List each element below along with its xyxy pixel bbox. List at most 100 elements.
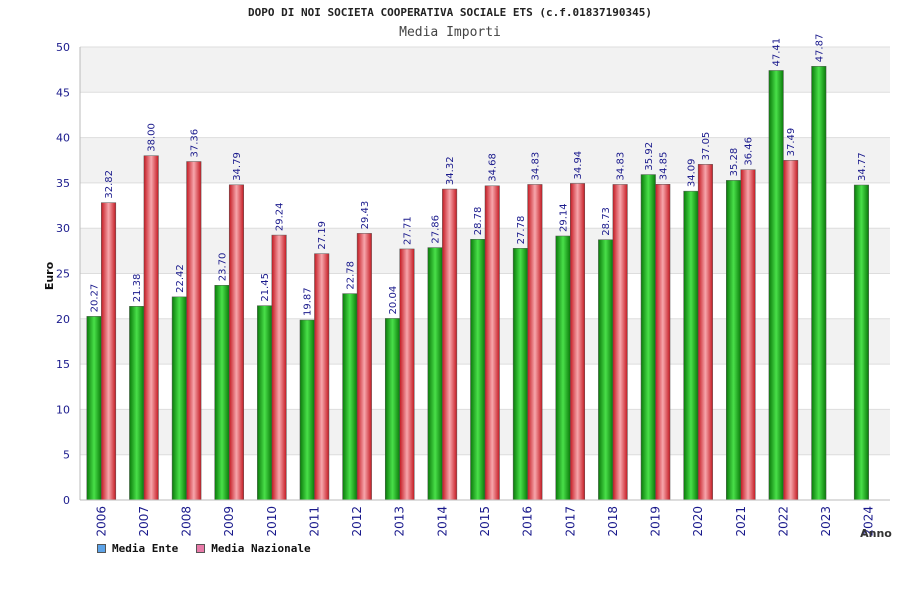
data-label-media-nazionale-2015: 34.68 <box>488 153 499 182</box>
bar-media-nazionale-2015 <box>484 185 500 501</box>
data-label-media-nazionale-2017: 34.94 <box>573 151 584 180</box>
bar-media-ente-2022 <box>768 70 784 501</box>
bar-media-nazionale-2016 <box>527 184 543 501</box>
y-tick-label-15: 15 <box>56 358 70 371</box>
data-label-media-nazionale-2016: 34.83 <box>530 152 541 181</box>
bar-media-ente-2009 <box>214 285 230 501</box>
data-label-media-ente-2010: 21.45 <box>260 273 271 302</box>
bar-media-nazionale-2012 <box>356 233 372 501</box>
y-tick-label-0: 0 <box>63 494 70 507</box>
x-tick-label-2006: 2006 <box>94 506 108 537</box>
bar-media-ente-2008 <box>171 296 187 501</box>
x-tick-label-2009: 2009 <box>222 506 236 537</box>
data-label-media-ente-2016: 27.78 <box>516 216 527 245</box>
y-tick-label-10: 10 <box>56 403 70 416</box>
bar-media-nazionale-2008 <box>186 161 202 501</box>
grid-band <box>80 137 890 183</box>
bar-media-ente-2007 <box>129 306 145 501</box>
legend-item-media-ente: Media Ente <box>97 542 178 555</box>
x-tick-label-2023: 2023 <box>819 506 833 537</box>
data-label-media-nazionale-2007: 38.00 <box>147 123 158 152</box>
bar-media-nazionale-2022 <box>783 160 799 501</box>
legend-swatch-media-ente <box>97 544 106 553</box>
data-label-media-nazionale-2011: 27.19 <box>317 221 328 250</box>
chart-subtitle: Media Importi <box>399 25 501 40</box>
x-tick-label-2010: 2010 <box>265 506 279 537</box>
data-label-media-nazionale-2019: 34.85 <box>658 152 669 181</box>
y-tick-label-50: 50 <box>56 41 70 54</box>
grid-band <box>80 47 890 93</box>
legend-label-media-ente: Media Ente <box>112 542 179 555</box>
x-tick-label-2018: 2018 <box>606 506 620 537</box>
y-tick-label-5: 5 <box>63 449 70 462</box>
bar-media-ente-2021 <box>726 180 742 501</box>
x-tick-label-2007: 2007 <box>137 506 151 537</box>
bar-media-ente-2019 <box>640 174 656 501</box>
x-axis-label: Anno <box>860 527 892 540</box>
bar-media-nazionale-2018 <box>612 184 628 501</box>
bar-media-nazionale-2019 <box>655 184 671 501</box>
bar-media-ente-2010 <box>257 305 273 501</box>
y-tick-label-40: 40 <box>56 132 70 145</box>
bar-media-nazionale-2007 <box>143 155 159 501</box>
data-label-media-ente-2011: 19.87 <box>303 287 314 316</box>
data-label-media-ente-2015: 28.78 <box>473 207 484 236</box>
data-label-media-nazionale-2012: 29.43 <box>360 201 371 230</box>
x-tick-label-2014: 2014 <box>435 506 449 537</box>
y-tick-label-25: 25 <box>56 268 70 281</box>
x-tick-label-2020: 2020 <box>691 506 705 537</box>
data-label-media-nazionale-2008: 37.36 <box>189 129 200 158</box>
legend: Media Ente Media Nazionale <box>97 542 311 555</box>
bar-media-nazionale-2020 <box>697 164 713 501</box>
x-tick-label-2021: 2021 <box>734 506 748 537</box>
bar-media-nazionale-2017 <box>570 183 586 501</box>
bar-media-ente-2023 <box>811 66 827 501</box>
data-label-media-ente-2019: 35.92 <box>644 142 655 171</box>
y-tick-label-20: 20 <box>56 313 70 326</box>
x-tick-label-2017: 2017 <box>563 506 577 537</box>
legend-item-media-nazionale: Media Nazionale <box>196 542 311 555</box>
legend-label-media-nazionale: Media Nazionale <box>211 542 311 555</box>
x-tick-label-2024: 2024 <box>862 506 876 537</box>
bar-media-nazionale-2010 <box>271 234 287 501</box>
y-axis-label: Euro <box>43 261 56 290</box>
bar-media-ente-2024 <box>853 184 869 501</box>
bar-media-ente-2020 <box>683 190 699 501</box>
x-tick-label-2015: 2015 <box>478 506 492 537</box>
x-tick-label-2022: 2022 <box>776 506 790 537</box>
data-label-media-nazionale-2010: 29.24 <box>275 202 286 231</box>
bar-media-nazionale-2006 <box>101 202 117 501</box>
grid-band <box>80 92 890 138</box>
bar-media-ente-2017 <box>555 235 571 501</box>
x-tick-label-2013: 2013 <box>393 506 407 537</box>
y-tick-label-45: 45 <box>56 86 70 99</box>
data-label-media-ente-2021: 35.28 <box>729 148 740 177</box>
x-tick-label-2019: 2019 <box>649 506 663 537</box>
bar-media-ente-2013 <box>384 318 400 501</box>
data-label-media-ente-2007: 21.38 <box>132 274 143 303</box>
data-label-media-ente-2022: 47.41 <box>772 38 783 67</box>
bar-media-ente-2014 <box>427 247 443 501</box>
x-tick-label-2012: 2012 <box>350 506 364 537</box>
data-label-media-nazionale-2006: 32.82 <box>104 170 115 199</box>
data-label-media-ente-2023: 47.87 <box>814 34 825 63</box>
data-label-media-ente-2018: 28.73 <box>601 207 612 236</box>
bar-media-ente-2006 <box>86 316 102 501</box>
data-label-media-ente-2008: 22.42 <box>175 264 186 293</box>
legend-swatch-media-nazionale <box>196 544 206 553</box>
data-label-media-nazionale-2020: 37.05 <box>701 132 712 161</box>
x-tick-label-2008: 2008 <box>180 506 194 537</box>
bar-media-nazionale-2011 <box>314 253 330 501</box>
data-label-media-nazionale-2009: 34.79 <box>232 152 243 181</box>
bar-media-nazionale-2021 <box>740 169 756 501</box>
bar-media-ente-2015 <box>470 239 486 501</box>
bar-media-ente-2012 <box>342 293 358 501</box>
chart-title: DOPO DI NOI SOCIETA COOPERATIVA SOCIALE … <box>248 6 652 19</box>
data-label-media-nazionale-2021: 36.46 <box>744 137 755 166</box>
data-label-media-ente-2012: 22.78 <box>345 261 356 290</box>
data-label-media-ente-2020: 34.09 <box>686 159 697 188</box>
x-tick-label-2016: 2016 <box>521 506 535 537</box>
data-label-media-ente-2013: 20.04 <box>388 286 399 315</box>
